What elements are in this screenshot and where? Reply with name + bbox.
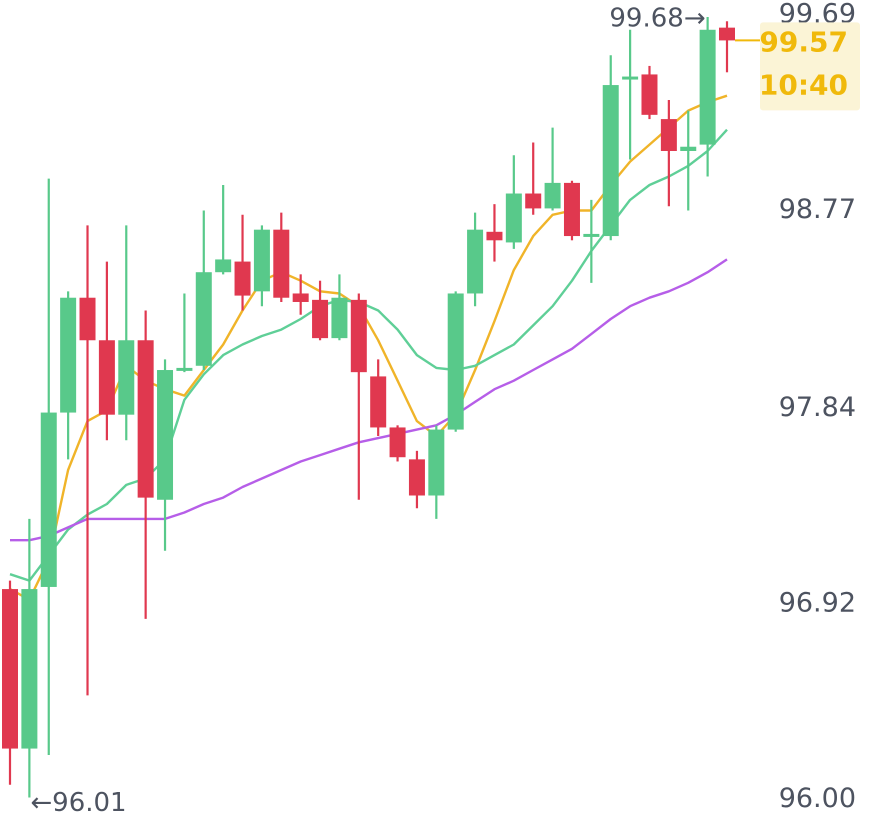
candle-body xyxy=(234,261,251,296)
candle-body xyxy=(699,29,716,145)
candle-body xyxy=(505,193,522,243)
candle-body xyxy=(525,193,542,209)
countdown-label: 10:40 xyxy=(759,68,848,101)
candle-body xyxy=(40,412,57,587)
candle-body xyxy=(428,429,445,496)
candle-body xyxy=(292,293,309,302)
candle-body xyxy=(641,74,658,115)
candle-body xyxy=(157,370,174,500)
candle-body xyxy=(312,299,329,339)
candle-body xyxy=(98,340,115,415)
candle-body xyxy=(563,182,580,237)
candle-body xyxy=(331,297,348,339)
candle-body xyxy=(350,299,367,373)
candle-body xyxy=(447,293,464,430)
candle-body xyxy=(486,231,503,241)
candle-body xyxy=(370,376,387,428)
moving-average-line xyxy=(9,94,728,601)
y-tick-label: 98.77 xyxy=(779,194,856,225)
last-price-label: 99.57 xyxy=(759,25,848,58)
high-annotation: 99.68→ xyxy=(609,4,705,34)
candle-body xyxy=(21,589,38,749)
candle-body xyxy=(467,229,484,294)
candle-body xyxy=(622,76,639,80)
candle-body xyxy=(544,182,561,209)
y-tick-label: 96.00 xyxy=(779,783,856,814)
candle-body xyxy=(273,229,290,298)
candle-body xyxy=(60,297,77,413)
moving-average-line xyxy=(10,258,728,542)
candle-body xyxy=(583,233,600,237)
candle-body xyxy=(680,146,697,151)
candle-body xyxy=(195,272,212,366)
candle-body xyxy=(176,367,193,371)
candle-body xyxy=(719,27,735,41)
candle-body xyxy=(253,229,270,292)
candle-body xyxy=(79,297,96,341)
candle-body xyxy=(2,589,18,749)
candle-body xyxy=(389,427,406,458)
candle-body xyxy=(137,340,154,498)
y-tick-label: 96.92 xyxy=(779,587,856,618)
moving-average-line xyxy=(9,128,728,582)
y-tick-label: 97.84 xyxy=(779,392,856,423)
candle-body xyxy=(602,85,619,237)
last-price-box xyxy=(760,22,860,111)
candle-body xyxy=(660,119,677,151)
candle-body xyxy=(408,459,425,496)
candle-body xyxy=(118,340,135,415)
low-annotation: ←96.01 xyxy=(30,788,126,818)
candle-body xyxy=(215,259,232,273)
